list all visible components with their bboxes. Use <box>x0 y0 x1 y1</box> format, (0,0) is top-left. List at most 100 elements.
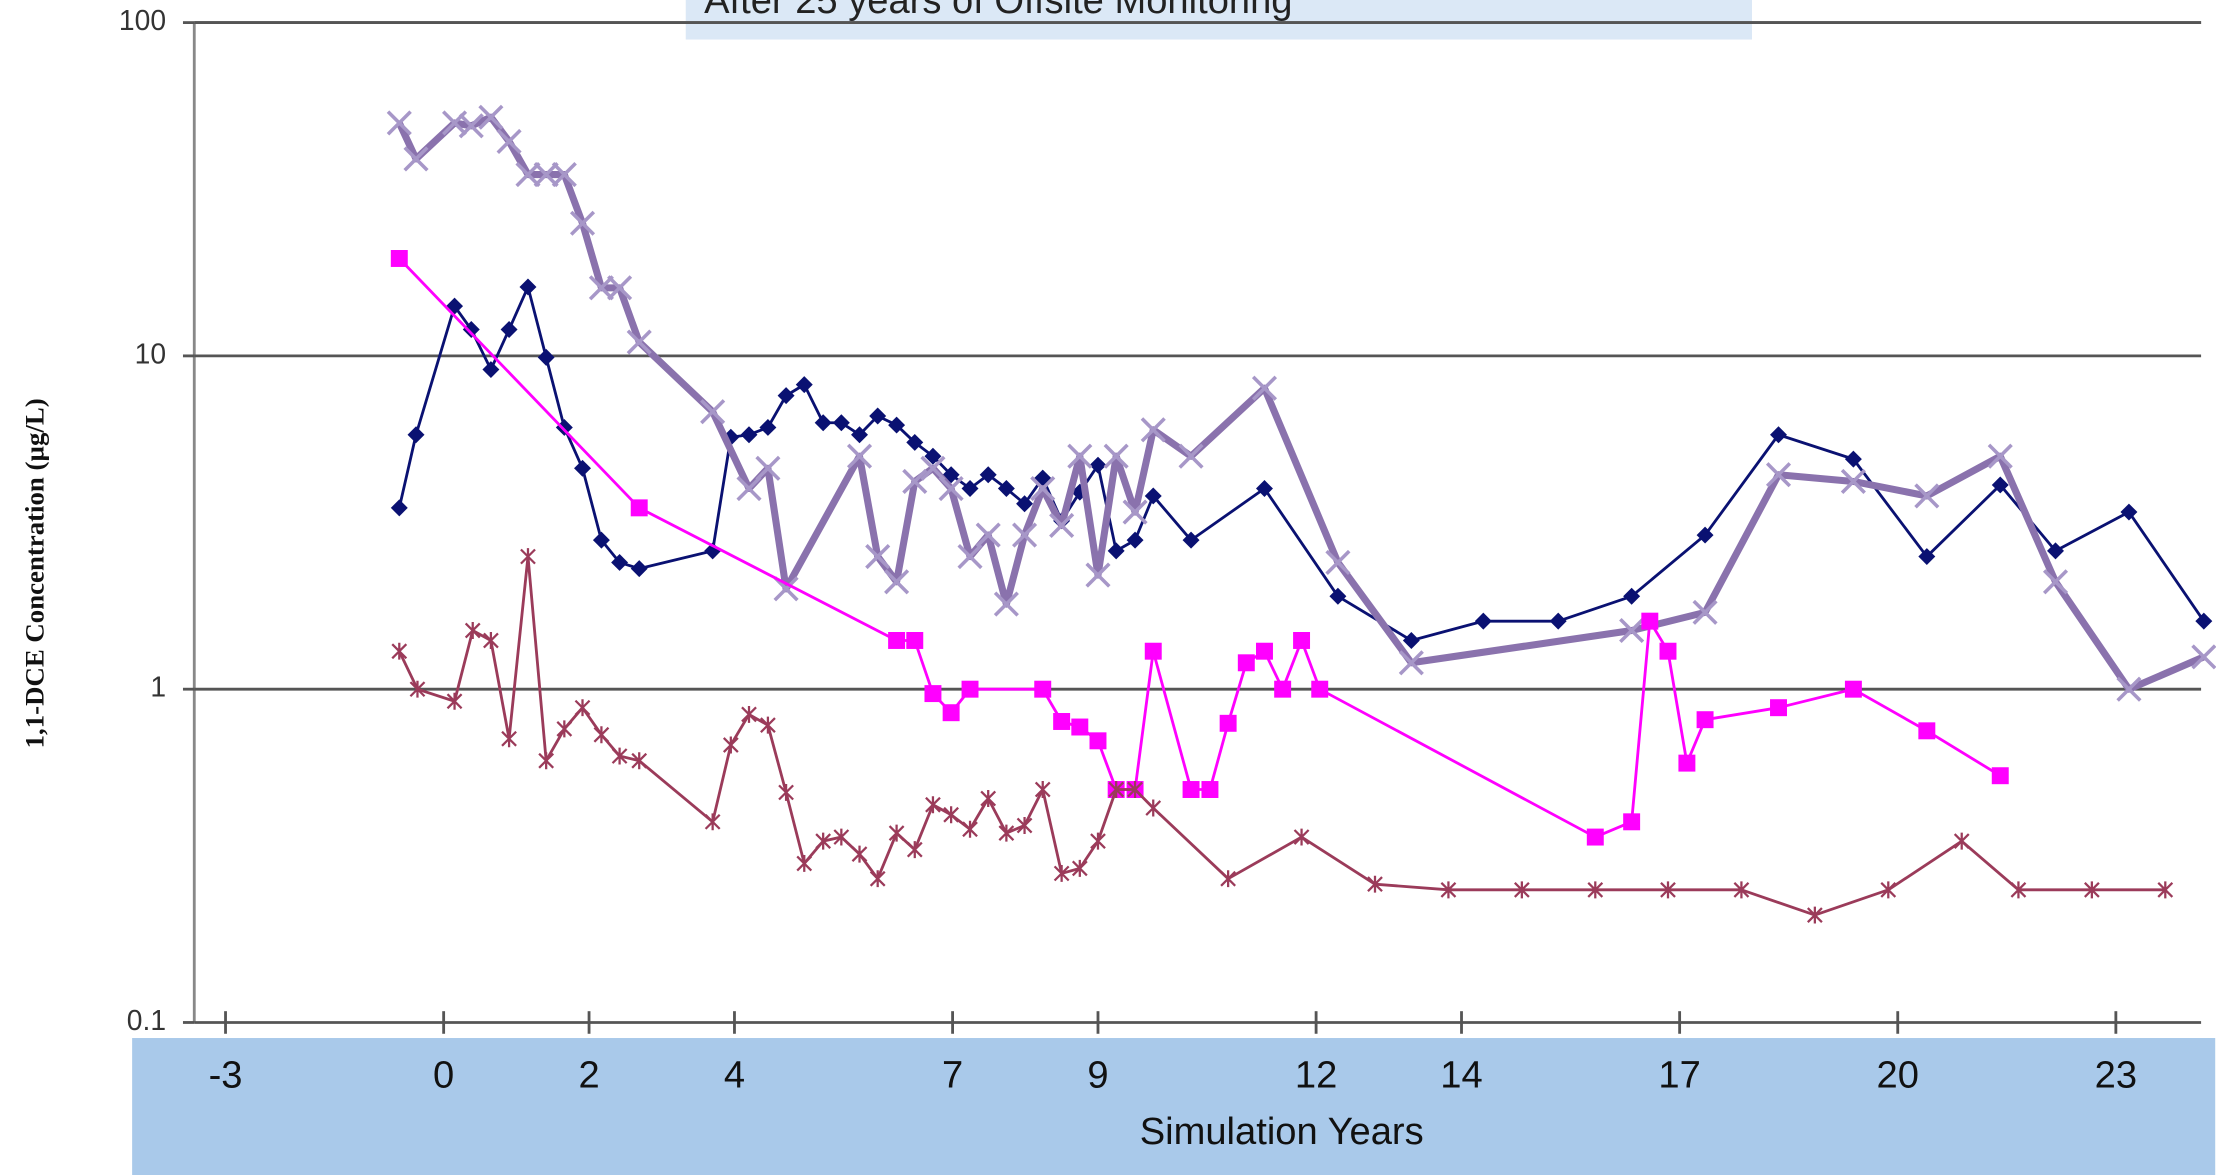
point <box>755 455 781 481</box>
x-tick-label: 12 <box>1295 1054 1337 1097</box>
point <box>795 376 813 394</box>
point <box>1122 499 1148 525</box>
point <box>2047 542 2064 560</box>
point <box>846 443 873 469</box>
y-tick-label: 0.1 <box>127 1004 166 1036</box>
point <box>593 726 610 744</box>
point <box>851 426 868 444</box>
point <box>1107 542 1125 560</box>
point <box>943 806 959 824</box>
point <box>555 418 573 436</box>
point <box>1659 642 1677 660</box>
x-tick-label: 7 <box>942 1054 963 1097</box>
point <box>1914 483 1940 509</box>
point <box>569 210 596 236</box>
point <box>851 845 868 863</box>
point <box>1034 680 1052 698</box>
point <box>906 841 923 859</box>
point <box>1237 654 1255 672</box>
series-line <box>398 555 2166 917</box>
point <box>924 685 942 703</box>
point <box>1991 476 2009 494</box>
x-tick-label: 4 <box>724 1054 745 1097</box>
point <box>1071 859 1088 877</box>
point <box>796 854 813 872</box>
series-line <box>397 285 2205 642</box>
point <box>520 548 536 566</box>
point <box>1085 562 1111 588</box>
point <box>906 632 924 649</box>
point <box>1220 870 1236 888</box>
point <box>1053 713 1071 730</box>
point <box>1398 650 1424 676</box>
point <box>446 692 463 710</box>
point <box>409 680 426 698</box>
point <box>938 475 964 502</box>
point <box>1030 475 1056 502</box>
title-box <box>685 0 1752 40</box>
point <box>722 736 739 754</box>
x-tick-label: 23 <box>2095 1054 2137 1097</box>
point <box>1770 699 1787 717</box>
x-tick-label: 17 <box>1658 1054 1700 1097</box>
point <box>759 418 777 436</box>
point <box>1293 828 1310 846</box>
point <box>501 730 517 748</box>
point <box>722 428 740 446</box>
point <box>458 113 484 139</box>
point <box>1692 599 1718 625</box>
point <box>975 522 1001 548</box>
point <box>993 591 1019 617</box>
point <box>869 870 886 888</box>
point <box>1103 443 1129 469</box>
point <box>1660 881 1676 899</box>
point <box>1623 813 1641 831</box>
point <box>1733 881 1750 899</box>
point <box>1219 714 1237 732</box>
point <box>884 569 910 595</box>
point <box>962 820 978 838</box>
point <box>704 813 721 831</box>
series-line <box>396 113 2206 693</box>
point <box>865 544 891 570</box>
point <box>1182 781 1200 798</box>
point <box>1367 875 1383 893</box>
point <box>773 576 799 602</box>
point <box>1089 456 1107 474</box>
point <box>519 278 537 296</box>
series <box>390 278 2213 649</box>
x-tick-label: 2 <box>578 1054 599 1097</box>
series <box>386 104 2216 702</box>
point <box>1918 548 1936 566</box>
y-tick-label: 100 <box>119 4 166 36</box>
point <box>592 531 610 549</box>
point <box>741 705 757 723</box>
point <box>736 475 762 502</box>
point <box>533 162 559 188</box>
point <box>1067 443 1093 469</box>
point <box>390 499 408 517</box>
point <box>482 361 500 379</box>
point <box>906 433 924 451</box>
x-axis-label: Simulation Years <box>1140 1110 1424 1153</box>
point <box>1987 443 2013 469</box>
point <box>760 716 776 734</box>
point <box>1201 781 1219 798</box>
point <box>1840 468 1866 495</box>
point <box>1641 612 1659 630</box>
point <box>920 455 946 481</box>
x-tick-label: 9 <box>1087 1054 1108 1097</box>
point <box>957 544 983 570</box>
point <box>1108 781 1125 798</box>
point <box>1474 612 1492 630</box>
point <box>1144 642 1162 660</box>
point <box>537 348 555 366</box>
point <box>1329 587 1347 605</box>
x-tick-label: 14 <box>1440 1054 1482 1097</box>
point <box>888 632 906 649</box>
point <box>1012 522 1038 548</box>
point <box>2010 881 2027 899</box>
point <box>611 553 629 571</box>
point <box>1678 754 1696 772</box>
